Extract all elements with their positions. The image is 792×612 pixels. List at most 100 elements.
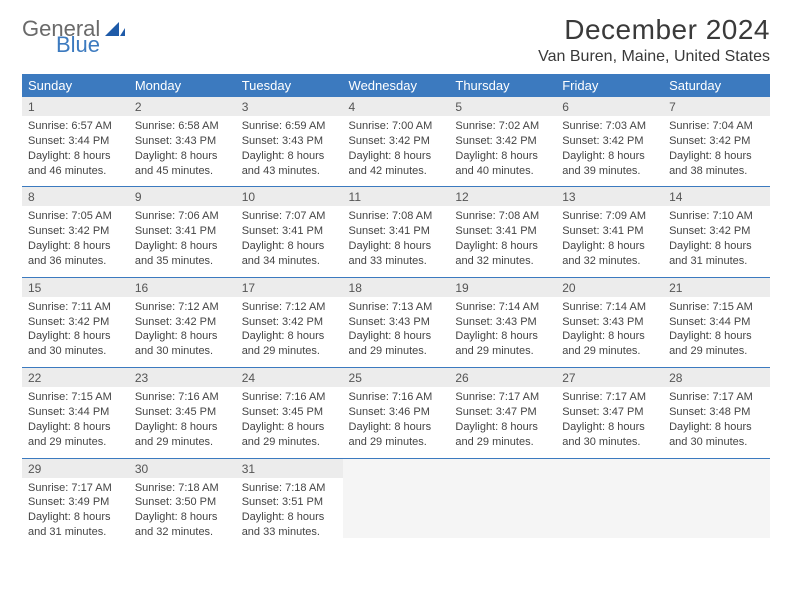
sunset-line: Sunset: 3:42 PM xyxy=(28,315,123,330)
calendar-day-cell: 16Sunrise: 7:12 AMSunset: 3:42 PMDayligh… xyxy=(129,277,236,367)
day-details: Sunrise: 7:10 AMSunset: 3:42 PMDaylight:… xyxy=(663,206,770,276)
sunset-line: Sunset: 3:42 PM xyxy=(135,315,230,330)
sunrise-line: Sunrise: 7:11 AM xyxy=(28,300,123,315)
sunset-line: Sunset: 3:45 PM xyxy=(135,405,230,420)
daylight-line: Daylight: 8 hours and 33 minutes. xyxy=(242,510,337,540)
day-details: Sunrise: 7:15 AMSunset: 3:44 PMDaylight:… xyxy=(22,387,129,457)
sunrise-line: Sunrise: 7:17 AM xyxy=(669,390,764,405)
calendar-weekday-header: SundayMondayTuesdayWednesdayThursdayFrid… xyxy=(22,74,770,97)
title-block: December 2024 Van Buren, Maine, United S… xyxy=(538,14,770,66)
day-number: 12 xyxy=(449,187,556,206)
daylight-line: Daylight: 8 hours and 45 minutes. xyxy=(135,149,230,179)
weekday-header: Tuesday xyxy=(236,74,343,97)
day-details: Sunrise: 7:13 AMSunset: 3:43 PMDaylight:… xyxy=(343,297,450,367)
day-number: 10 xyxy=(236,187,343,206)
calendar-day-cell: 18Sunrise: 7:13 AMSunset: 3:43 PMDayligh… xyxy=(343,277,450,367)
day-details: Sunrise: 7:08 AMSunset: 3:41 PMDaylight:… xyxy=(449,206,556,276)
sunrise-line: Sunrise: 6:59 AM xyxy=(242,119,337,134)
daylight-line: Daylight: 8 hours and 30 minutes. xyxy=(135,329,230,359)
sunrise-line: Sunrise: 7:08 AM xyxy=(455,209,550,224)
daylight-line: Daylight: 8 hours and 29 minutes. xyxy=(349,329,444,359)
sunset-line: Sunset: 3:45 PM xyxy=(242,405,337,420)
sunset-line: Sunset: 3:42 PM xyxy=(242,315,337,330)
daylight-line: Daylight: 8 hours and 34 minutes. xyxy=(242,239,337,269)
daylight-line: Daylight: 8 hours and 42 minutes. xyxy=(349,149,444,179)
calendar-day-cell: 7Sunrise: 7:04 AMSunset: 3:42 PMDaylight… xyxy=(663,97,770,187)
day-number: 14 xyxy=(663,187,770,206)
day-details: Sunrise: 7:05 AMSunset: 3:42 PMDaylight:… xyxy=(22,206,129,276)
calendar-day-cell: 19Sunrise: 7:14 AMSunset: 3:43 PMDayligh… xyxy=(449,277,556,367)
day-details: Sunrise: 6:59 AMSunset: 3:43 PMDaylight:… xyxy=(236,116,343,186)
weekday-header: Wednesday xyxy=(343,74,450,97)
calendar-body: 1Sunrise: 6:57 AMSunset: 3:44 PMDaylight… xyxy=(22,97,770,548)
calendar-week-row: 1Sunrise: 6:57 AMSunset: 3:44 PMDaylight… xyxy=(22,97,770,187)
day-details: Sunrise: 6:57 AMSunset: 3:44 PMDaylight:… xyxy=(22,116,129,186)
day-number: 1 xyxy=(22,97,129,116)
sunrise-line: Sunrise: 7:12 AM xyxy=(135,300,230,315)
header: General Blue December 2024 Van Buren, Ma… xyxy=(22,14,770,66)
sunrise-line: Sunrise: 7:09 AM xyxy=(562,209,657,224)
daylight-line: Daylight: 8 hours and 43 minutes. xyxy=(242,149,337,179)
sunset-line: Sunset: 3:47 PM xyxy=(562,405,657,420)
day-number: 23 xyxy=(129,368,236,387)
day-details: Sunrise: 7:12 AMSunset: 3:42 PMDaylight:… xyxy=(129,297,236,367)
calendar-week-row: 29Sunrise: 7:17 AMSunset: 3:49 PMDayligh… xyxy=(22,458,770,548)
calendar-day-cell: 9Sunrise: 7:06 AMSunset: 3:41 PMDaylight… xyxy=(129,187,236,277)
day-details: Sunrise: 7:06 AMSunset: 3:41 PMDaylight:… xyxy=(129,206,236,276)
day-number: 26 xyxy=(449,368,556,387)
daylight-line: Daylight: 8 hours and 29 minutes. xyxy=(669,329,764,359)
sunrise-line: Sunrise: 7:18 AM xyxy=(135,481,230,496)
calendar-day-cell: 21Sunrise: 7:15 AMSunset: 3:44 PMDayligh… xyxy=(663,277,770,367)
daylight-line: Daylight: 8 hours and 33 minutes. xyxy=(349,239,444,269)
sunrise-line: Sunrise: 7:14 AM xyxy=(455,300,550,315)
sunrise-line: Sunrise: 7:03 AM xyxy=(562,119,657,134)
calendar-day-cell: 12Sunrise: 7:08 AMSunset: 3:41 PMDayligh… xyxy=(449,187,556,277)
calendar-day-cell: 3Sunrise: 6:59 AMSunset: 3:43 PMDaylight… xyxy=(236,97,343,187)
day-number: 11 xyxy=(343,187,450,206)
daylight-line: Daylight: 8 hours and 36 minutes. xyxy=(28,239,123,269)
sunrise-line: Sunrise: 6:58 AM xyxy=(135,119,230,134)
calendar-day-cell: 24Sunrise: 7:16 AMSunset: 3:45 PMDayligh… xyxy=(236,368,343,458)
weekday-header: Friday xyxy=(556,74,663,97)
day-number: 5 xyxy=(449,97,556,116)
day-details: Sunrise: 7:16 AMSunset: 3:45 PMDaylight:… xyxy=(236,387,343,457)
sunset-line: Sunset: 3:44 PM xyxy=(28,405,123,420)
daylight-line: Daylight: 8 hours and 32 minutes. xyxy=(135,510,230,540)
day-details: Sunrise: 6:58 AMSunset: 3:43 PMDaylight:… xyxy=(129,116,236,186)
daylight-line: Daylight: 8 hours and 30 minutes. xyxy=(562,420,657,450)
day-details: Sunrise: 7:03 AMSunset: 3:42 PMDaylight:… xyxy=(556,116,663,186)
sunset-line: Sunset: 3:42 PM xyxy=(669,134,764,149)
calendar-day-cell: 8Sunrise: 7:05 AMSunset: 3:42 PMDaylight… xyxy=(22,187,129,277)
daylight-line: Daylight: 8 hours and 40 minutes. xyxy=(455,149,550,179)
weekday-header: Monday xyxy=(129,74,236,97)
day-details: Sunrise: 7:17 AMSunset: 3:47 PMDaylight:… xyxy=(556,387,663,457)
sunrise-line: Sunrise: 7:00 AM xyxy=(349,119,444,134)
sunset-line: Sunset: 3:41 PM xyxy=(242,224,337,239)
day-number: 17 xyxy=(236,278,343,297)
calendar-day-cell: 15Sunrise: 7:11 AMSunset: 3:42 PMDayligh… xyxy=(22,277,129,367)
day-number: 18 xyxy=(343,278,450,297)
calendar-day-cell: 1Sunrise: 6:57 AMSunset: 3:44 PMDaylight… xyxy=(22,97,129,187)
sunrise-line: Sunrise: 7:17 AM xyxy=(28,481,123,496)
day-number: 19 xyxy=(449,278,556,297)
day-details: Sunrise: 7:02 AMSunset: 3:42 PMDaylight:… xyxy=(449,116,556,186)
day-number: 29 xyxy=(22,459,129,478)
sunrise-line: Sunrise: 7:04 AM xyxy=(669,119,764,134)
day-details: Sunrise: 7:15 AMSunset: 3:44 PMDaylight:… xyxy=(663,297,770,367)
sunrise-line: Sunrise: 7:02 AM xyxy=(455,119,550,134)
calendar-day-cell: 14Sunrise: 7:10 AMSunset: 3:42 PMDayligh… xyxy=(663,187,770,277)
daylight-line: Daylight: 8 hours and 31 minutes. xyxy=(28,510,123,540)
calendar-day-cell xyxy=(663,458,770,548)
sunset-line: Sunset: 3:42 PM xyxy=(669,224,764,239)
sunset-line: Sunset: 3:42 PM xyxy=(562,134,657,149)
sunset-line: Sunset: 3:42 PM xyxy=(455,134,550,149)
day-details: Sunrise: 7:07 AMSunset: 3:41 PMDaylight:… xyxy=(236,206,343,276)
day-details: Sunrise: 7:17 AMSunset: 3:48 PMDaylight:… xyxy=(663,387,770,457)
daylight-line: Daylight: 8 hours and 29 minutes. xyxy=(562,329,657,359)
daylight-line: Daylight: 8 hours and 30 minutes. xyxy=(28,329,123,359)
day-details: Sunrise: 7:12 AMSunset: 3:42 PMDaylight:… xyxy=(236,297,343,367)
day-details: Sunrise: 7:16 AMSunset: 3:45 PMDaylight:… xyxy=(129,387,236,457)
weekday-header: Thursday xyxy=(449,74,556,97)
day-number: 20 xyxy=(556,278,663,297)
day-number: 31 xyxy=(236,459,343,478)
